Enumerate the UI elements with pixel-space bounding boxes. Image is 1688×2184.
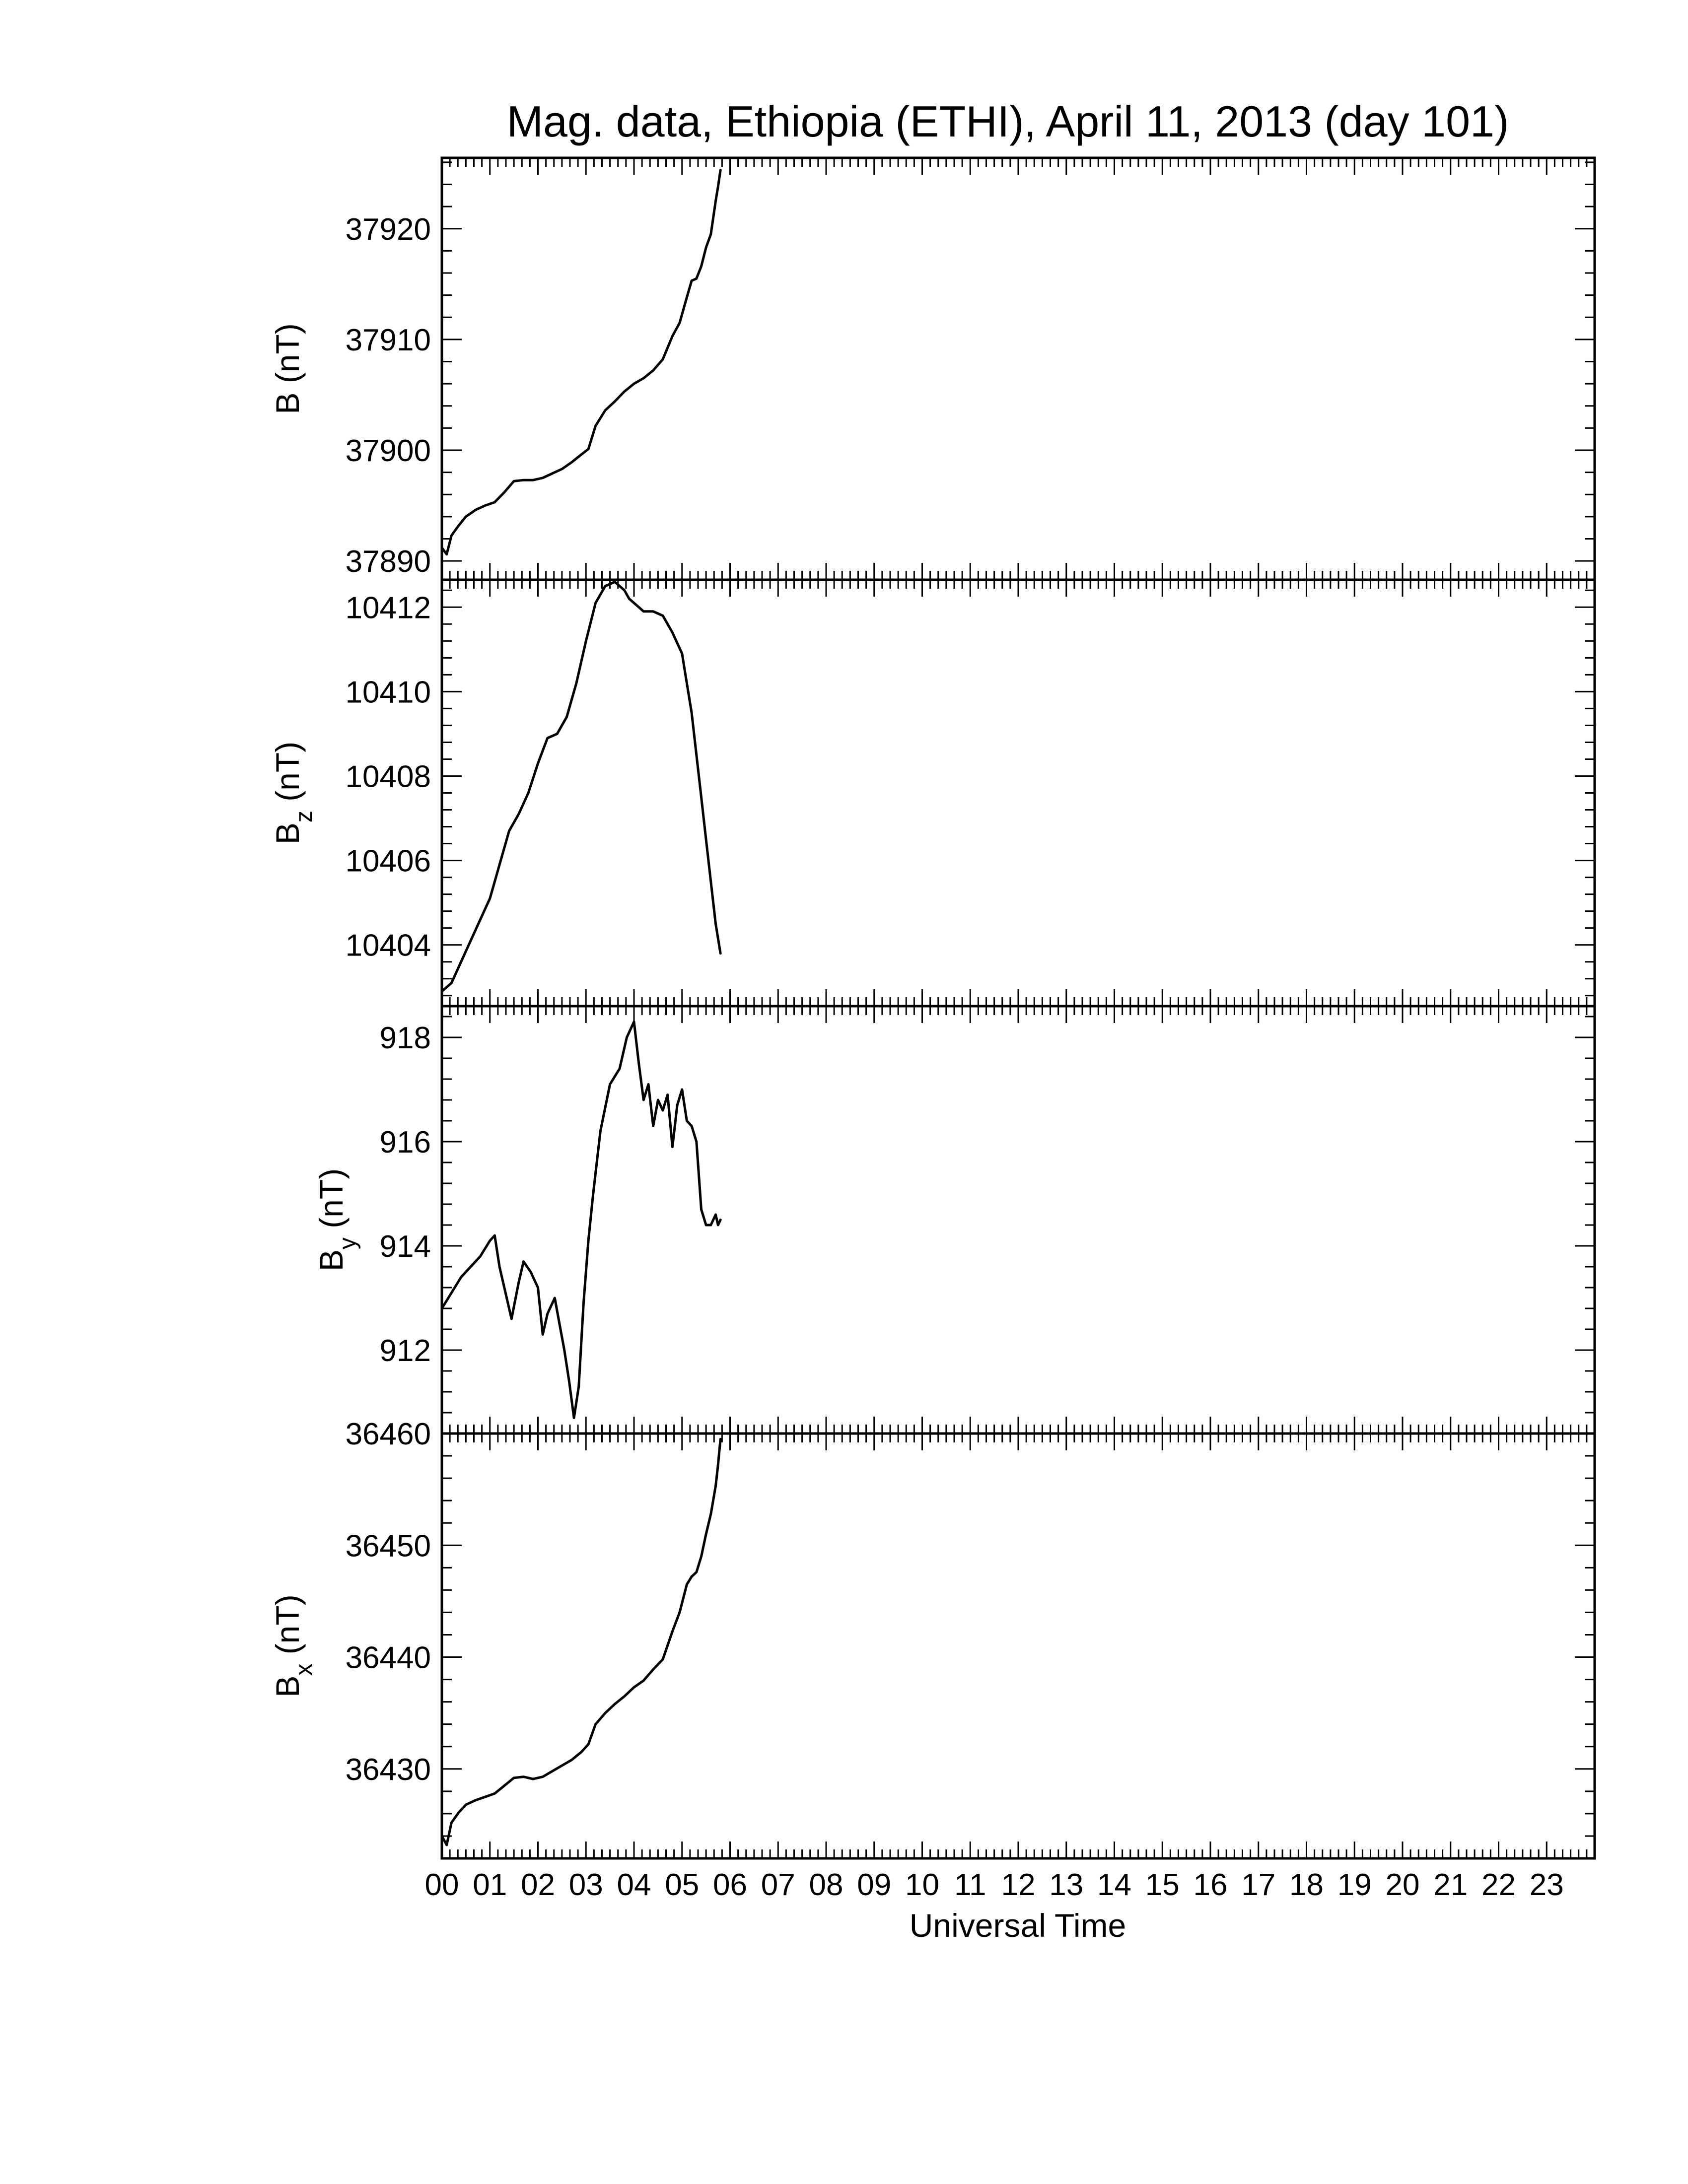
- y-tick-label: 10408: [346, 759, 431, 794]
- y-axis-label-unit: (nT): [269, 323, 306, 392]
- panel-by-frame: [440, 1005, 1596, 1435]
- x-tick-label: 07: [761, 1868, 795, 1902]
- x-tick-label: 05: [665, 1868, 699, 1902]
- x-tick-label: 22: [1481, 1868, 1516, 1902]
- x-tick-label: 03: [569, 1868, 603, 1902]
- y-tick-label: 914: [380, 1229, 431, 1264]
- x-tick-label: 10: [905, 1868, 939, 1902]
- x-tick-label: 04: [617, 1868, 651, 1902]
- x-tick-label: 08: [809, 1868, 844, 1902]
- series-line-by: [440, 1021, 722, 1419]
- y-axis-label-unit: (nT): [269, 1594, 306, 1663]
- panel-bx: 36430 36440 36450 36460 Bx (nT): [269, 1417, 1596, 1860]
- x-tick-label: 01: [473, 1868, 507, 1902]
- panel-bz: 10404 10406 10408 10410 10412 Bz (nT): [269, 578, 1596, 1008]
- y-tick-label: 10410: [346, 675, 431, 709]
- y-tick-label: 10404: [346, 929, 431, 963]
- y-axis-label: Bx (nT): [269, 1594, 317, 1697]
- panel-b: 37890 37900 37910 37920 B (nT): [269, 156, 1596, 581]
- y-tick-label: 36450: [346, 1529, 431, 1563]
- x-tick-label: 09: [857, 1868, 891, 1902]
- series-line-b: [440, 169, 722, 556]
- y-axis-label: By (nT): [313, 1168, 361, 1271]
- y-axis-label: B (nT): [269, 323, 306, 414]
- y-axis-label-sub: z: [291, 811, 317, 822]
- y-axis-label-main: B: [313, 1249, 350, 1271]
- x-tick-label: 23: [1530, 1868, 1564, 1902]
- y-tick-label: 36440: [346, 1641, 431, 1675]
- x-tick-label: 17: [1241, 1868, 1275, 1902]
- x-tick-label: 06: [713, 1868, 747, 1902]
- y-axis-label-main: B: [269, 822, 306, 844]
- panel-bz-frame: [440, 578, 1596, 1008]
- x-tick-label: 16: [1194, 1868, 1228, 1902]
- y-tick-label: 912: [380, 1334, 431, 1368]
- chart-title: Mag. data, Ethiopia (ETHI), April 11, 20…: [507, 97, 1509, 146]
- x-tick-label: 12: [1001, 1868, 1036, 1902]
- y-tick-label: 36460: [346, 1417, 431, 1451]
- x-tick-label: 02: [521, 1868, 555, 1902]
- series-line-bx: [440, 1437, 722, 1846]
- x-axis-label: Universal Time: [910, 1907, 1126, 1944]
- x-tick-label: 00: [425, 1868, 459, 1902]
- y-axis-label-unit: (nT): [313, 1168, 350, 1237]
- x-tick-label: 18: [1289, 1868, 1324, 1902]
- y-tick-label: 10412: [346, 591, 431, 625]
- y-tick-label: 916: [380, 1125, 431, 1160]
- y-axis-label: Bz (nT): [269, 742, 317, 844]
- x-tick-labels: 00 01 02 03 04 05 06 07 08 09 10 11 12 13 14 15 16 17 18 19…: [425, 1868, 1564, 1902]
- x-tick-label: 11: [954, 1868, 986, 1902]
- series-line-bz: [440, 580, 722, 993]
- y-axis-label-main: B: [269, 393, 306, 414]
- y-tick-label: 36430: [346, 1753, 431, 1787]
- y-axis-label-main: B: [269, 1676, 306, 1698]
- x-tick-label: 19: [1337, 1868, 1372, 1902]
- panel-b-frame: [440, 156, 1596, 581]
- x-tick-label: 20: [1386, 1868, 1420, 1902]
- x-tick-label: 14: [1097, 1868, 1131, 1902]
- y-axis-label-unit: (nT): [269, 742, 306, 811]
- y-axis-label-sub: x: [291, 1664, 317, 1676]
- y-tick-label: 37890: [346, 545, 431, 579]
- y-tick-label: 10406: [346, 844, 431, 879]
- x-axis: 00 01 02 03 04 05 06 07 08 09 10 11 12 13 14 15 16 17 18 19…: [425, 1868, 1564, 1944]
- x-tick-label: 21: [1433, 1868, 1468, 1902]
- y-tick-label: 37920: [346, 212, 431, 247]
- y-tick-label: 37910: [346, 323, 431, 357]
- y-tick-label: 37900: [346, 434, 431, 468]
- panel-bx-frame: [440, 1432, 1596, 1860]
- y-axis-label-sub: y: [335, 1237, 361, 1249]
- x-tick-label: 13: [1049, 1868, 1083, 1902]
- panel-by: 912 914 916 918 By (nT): [313, 1005, 1596, 1435]
- y-tick-label: 918: [380, 1021, 431, 1055]
- x-tick-label: 15: [1145, 1868, 1180, 1902]
